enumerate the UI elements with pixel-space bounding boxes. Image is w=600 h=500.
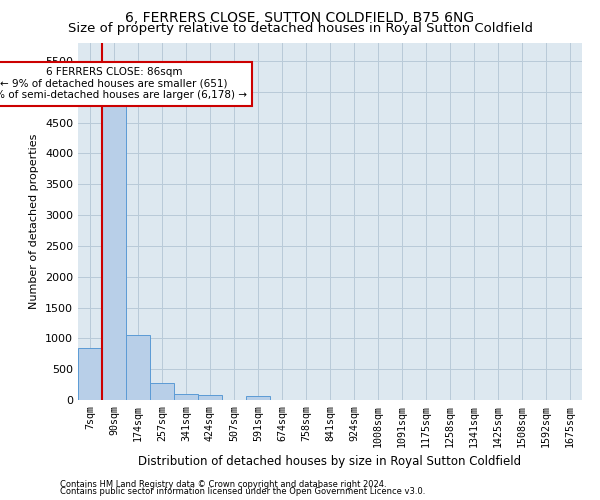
Text: Contains public sector information licensed under the Open Government Licence v3: Contains public sector information licen… [60, 488, 425, 496]
Text: 6, FERRERS CLOSE, SUTTON COLDFIELD, B75 6NG: 6, FERRERS CLOSE, SUTTON COLDFIELD, B75 … [125, 11, 475, 25]
X-axis label: Distribution of detached houses by size in Royal Sutton Coldfield: Distribution of detached houses by size … [139, 455, 521, 468]
Bar [198, 395, 222, 400]
Bar [102, 62, 126, 400]
Y-axis label: Number of detached properties: Number of detached properties [29, 134, 40, 309]
Bar [150, 384, 174, 400]
Bar [78, 348, 102, 400]
Bar [246, 396, 270, 400]
Bar [126, 336, 150, 400]
Bar [174, 394, 198, 400]
Text: Size of property relative to detached houses in Royal Sutton Coldfield: Size of property relative to detached ho… [67, 22, 533, 35]
Text: Contains HM Land Registry data © Crown copyright and database right 2024.: Contains HM Land Registry data © Crown c… [60, 480, 386, 489]
Text: 6 FERRERS CLOSE: 86sqm
← 9% of detached houses are smaller (651)
90% of semi-det: 6 FERRERS CLOSE: 86sqm ← 9% of detached … [0, 67, 247, 100]
